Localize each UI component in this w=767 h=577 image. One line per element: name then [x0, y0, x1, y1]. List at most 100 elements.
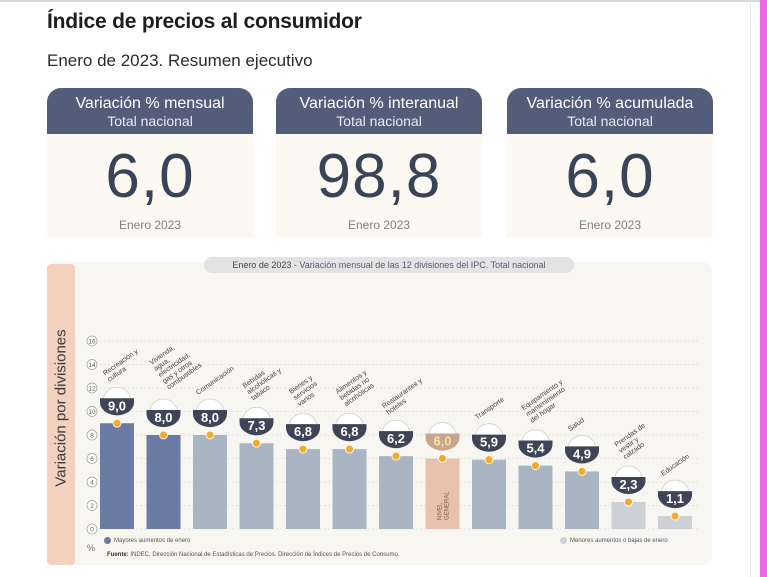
y-tick-label: 6 — [90, 456, 94, 463]
y-axis-band — [47, 264, 75, 565]
y-tick-label: 12 — [88, 386, 96, 393]
value-label: 6,8 — [294, 424, 312, 439]
y-tick-marker — [86, 359, 98, 370]
legend-high-swatch — [104, 537, 111, 544]
y-tick-marker — [86, 500, 98, 511]
value-badge — [193, 410, 227, 427]
card-title: Variación % acumulada — [526, 95, 694, 112]
legend-low: Menores aumentos o bajas de enero — [560, 537, 668, 544]
category-label: Salud — [567, 417, 586, 433]
card-title: Variación % mensual — [75, 95, 225, 112]
value-label: 6,8 — [340, 424, 358, 439]
chart-title-separator: - — [291, 260, 300, 270]
value-badge — [425, 433, 460, 451]
y-tick-marker — [86, 335, 98, 347]
bar — [146, 435, 181, 529]
y-tick-marker — [86, 453, 98, 464]
value-badge — [518, 440, 553, 458]
legend-low-label: Menores aumentos o bajas de enero — [570, 537, 668, 544]
chart-title-date: Enero de 2023 — [232, 260, 292, 270]
bar — [472, 459, 506, 529]
legend-low-swatch — [560, 537, 567, 544]
right-rule — [750, 0, 751, 577]
y-tick-label: 4 — [90, 480, 94, 487]
category-label: Equipamiento ymantenimientodel hogar — [521, 378, 574, 424]
card-subtitle: Total nacional — [567, 113, 653, 129]
bar — [565, 471, 599, 529]
card-title: Variación % interanual — [299, 95, 459, 112]
y-tick-label: 10 — [88, 409, 96, 416]
bar — [611, 501, 646, 529]
category-label: Recreación ycultura — [102, 348, 144, 384]
value-label: 5,9 — [480, 435, 498, 450]
category-label: Comunicación — [195, 365, 235, 396]
card-header: Variación % mensual Total nacional — [47, 88, 253, 134]
bar-category-label: GENERAL — [445, 491, 451, 520]
y-tick-label: 2 — [90, 503, 94, 510]
category-label-line: Transporte — [474, 396, 506, 421]
legend-high-label: Mayores aumentos de enero — [114, 537, 191, 544]
value-marker — [205, 430, 215, 440]
value-badge — [146, 410, 181, 427]
value-badge — [379, 431, 413, 449]
value-badge — [565, 446, 599, 464]
category-label: Restaurantes yhoteles — [381, 377, 428, 416]
category-label: Bebidasalcohólicas ytabaco — [242, 361, 288, 402]
y-tick-marker — [86, 406, 98, 417]
value-marker — [484, 455, 494, 465]
card-body: 98,8 Enero 2023 — [276, 134, 482, 238]
category-label: Vivienda,agua,electricidad,gas y otrosco… — [149, 337, 204, 391]
value-marker — [298, 444, 308, 454]
y-tick-label: 16 — [88, 339, 96, 346]
value-label: 8,0 — [201, 410, 219, 425]
value-marker — [391, 451, 401, 461]
value-badge — [286, 424, 320, 442]
card-value: 6,0 — [565, 142, 655, 211]
window-edge — [760, 0, 767, 577]
page-title: Índice de precios al consumidor — [47, 10, 362, 33]
source-label: Fuente: — [107, 552, 129, 558]
card-subtitle: Total nacional — [336, 113, 422, 129]
value-marker — [670, 511, 680, 521]
y-tick-marker — [86, 523, 98, 535]
value-label: 7,3 — [247, 418, 265, 433]
bar-category-label: NIVEL — [438, 502, 444, 520]
bar — [193, 435, 227, 529]
value-marker — [577, 467, 587, 476]
y-tick-label: 14 — [88, 362, 96, 369]
value-marker — [531, 461, 540, 470]
value-marker — [438, 454, 447, 463]
category-label: Prendas devestir ycalzado — [614, 422, 656, 461]
y-tick-marker — [86, 476, 98, 488]
source-note: Fuente: INDEC, Dirección Nacional de Est… — [107, 552, 399, 558]
value-badge — [658, 491, 692, 509]
category-label-line: Educación — [660, 453, 691, 478]
card-body: 6,0 Enero 2023 — [47, 134, 253, 238]
bar — [425, 458, 460, 529]
page-subtitle: Enero de 2023. Resumen ejecutivo — [47, 51, 313, 70]
value-label: 4,9 — [573, 446, 591, 461]
bar — [332, 449, 367, 529]
value-marker — [624, 497, 633, 507]
bar — [286, 449, 320, 529]
category-label: Educación — [660, 453, 691, 478]
value-badge — [239, 418, 274, 436]
value-badge — [100, 398, 134, 416]
y-tick-label: 8 — [90, 433, 94, 440]
value-label: 6,2 — [387, 431, 405, 446]
card-monthly: Variación % mensual Total nacional 6,0 E… — [47, 88, 253, 238]
value-marker — [159, 430, 168, 440]
card-value: 98,8 — [316, 142, 442, 211]
unit-label: % — [87, 543, 96, 553]
category-label: Alimentos ybebidas noalcohólicas — [335, 369, 378, 408]
card-subtitle: Total nacional — [107, 113, 193, 129]
legend-high: Mayores aumentos de enero — [104, 537, 190, 544]
value-label: 5,4 — [526, 441, 545, 456]
card-body: 6,0 Enero 2023 — [507, 134, 713, 238]
source-text: INDEC, Dirección Nacional de Estadística… — [130, 552, 400, 558]
chart-title-description: Variación mensual de las 12 divisiones d… — [299, 260, 546, 270]
value-marker — [345, 444, 354, 454]
top-rule — [0, 0, 767, 2]
value-label: 2,3 — [619, 477, 637, 492]
value-label: 8,0 — [154, 410, 172, 425]
